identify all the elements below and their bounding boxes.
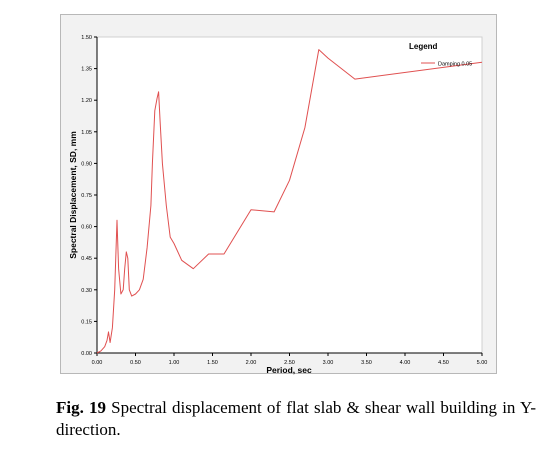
plot-area bbox=[96, 36, 483, 354]
x-tick-label: 0.50 bbox=[130, 360, 141, 366]
x-axis-label: Period, sec bbox=[266, 365, 312, 375]
x-tick-label: 4.50 bbox=[438, 360, 449, 366]
y-axis-label: Spectral Displacement, SD, mm bbox=[68, 131, 78, 259]
y-tick-label: 0.30 bbox=[81, 288, 92, 294]
chart-frame: 0.00 0.50 1.00 1.50 2.00 2.50 3.00 3.50 4.00 4.50… bbox=[60, 14, 497, 375]
x-tick-label: 0.00 bbox=[92, 360, 103, 366]
figure-caption-text: Spectral displacement of flat slab & she… bbox=[56, 398, 536, 439]
x-axis: 0.00 0.50 1.00 1.50 2.00 2.50 3.00 3.50 4.00 4.50… bbox=[92, 352, 488, 366]
legend: Legend Damping 0.05 bbox=[409, 42, 472, 68]
y-tick-label: 1.20 bbox=[81, 98, 92, 104]
legend-label-damping: Damping 0.05 bbox=[438, 62, 472, 68]
y-tick-label: 1.50 bbox=[81, 35, 92, 41]
x-tick-label: 1.50 bbox=[207, 360, 218, 366]
y-tick-label: 0.60 bbox=[81, 225, 92, 231]
series-line-damping bbox=[96, 49, 483, 354]
y-tick-label: 0.90 bbox=[81, 161, 92, 167]
x-tick-label: 2.50 bbox=[284, 360, 295, 366]
figure-label: Fig. 19 bbox=[56, 398, 107, 417]
series-layer bbox=[96, 49, 483, 354]
y-tick-label: 0.15 bbox=[81, 319, 92, 325]
x-tick-label: 3.50 bbox=[361, 360, 372, 366]
x-tick-label: 3.00 bbox=[323, 360, 334, 366]
legend-title: Legend bbox=[409, 42, 438, 51]
x-tick-label: 2.00 bbox=[246, 360, 257, 366]
y-tick-label: 0.45 bbox=[81, 256, 92, 262]
x-tick-label: 5.00 bbox=[477, 360, 488, 366]
x-tick-label: 4.00 bbox=[400, 360, 411, 366]
y-tick-label: 1.35 bbox=[81, 67, 92, 73]
y-tick-label: 0.00 bbox=[81, 351, 92, 357]
figure-caption: Fig. 19 Spectral displacement of flat sl… bbox=[56, 397, 536, 441]
y-tick-label: 0.75 bbox=[81, 193, 92, 199]
y-axis: 0.00 0.15 0.30 0.45 0.60 0.75 0.90 1.05 1.20 1.35… bbox=[81, 35, 98, 357]
y-tick-label: 1.05 bbox=[81, 130, 92, 136]
x-tick-label: 1.00 bbox=[169, 360, 180, 366]
line-chart: 0.00 0.50 1.00 1.50 2.00 2.50 3.00 3.50 4.00 4.50… bbox=[68, 35, 488, 375]
